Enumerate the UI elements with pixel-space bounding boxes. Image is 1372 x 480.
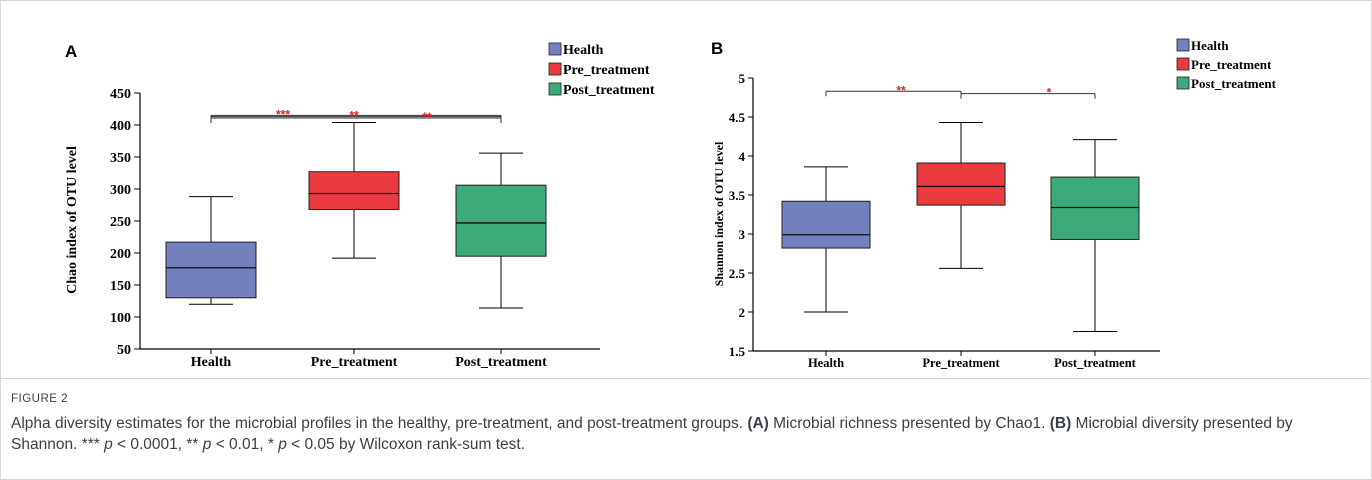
significance-stars: *: [1047, 86, 1052, 100]
legend-swatch: [1176, 57, 1190, 71]
caption-intro: Alpha diversity estimates for the microb…: [11, 415, 748, 432]
significance-stars: ***: [276, 107, 290, 121]
x-category-label: Pre_treatment: [922, 356, 1000, 370]
box-health: [165, 196, 257, 305]
y-tick-label: 4.5: [729, 110, 746, 125]
caption-threshold-3: < 0.05 by Wilcoxon rank-sum test.: [286, 436, 526, 453]
significance-stars: **: [422, 110, 432, 124]
x-category-label: Pre_treatment: [311, 355, 398, 370]
significance-bracket: **: [825, 83, 962, 97]
y-axis-label-a: Chao index of OTU level: [65, 146, 80, 294]
significance-stars: **: [349, 109, 359, 123]
y-tick-label: 300: [110, 183, 131, 198]
figure-label: FIGURE 2: [11, 393, 69, 405]
y-tick-label: 2.5: [729, 266, 746, 281]
iqr-box: [1050, 176, 1140, 240]
legend-swatch: [548, 42, 562, 56]
y-tick-label: 200: [110, 247, 131, 262]
caption-divider: [0, 378, 1370, 379]
significance-stars: **: [896, 83, 906, 97]
x-category-label: Post_treatment: [455, 355, 547, 370]
chart-panel-b: B Shannon index of OTU level 1.5 2 2.5 3 3.5…: [711, 38, 1277, 370]
caption-b-label: (B): [1049, 415, 1072, 432]
y-tick-label: 350: [110, 151, 131, 166]
legend-swatch: [1176, 38, 1190, 52]
box-pre-treatment: [916, 121, 1006, 269]
y-tick-label: 150: [110, 279, 131, 294]
box-pre-treatment: [308, 121, 400, 259]
legend-label: Health: [1191, 38, 1229, 53]
y-tick-label: 4: [739, 149, 746, 164]
x-category-label: Health: [191, 355, 232, 370]
iqr-box: [308, 171, 400, 210]
caption-threshold-2: < 0.01, *: [211, 436, 279, 453]
legend-label: Post_treatment: [1191, 76, 1277, 91]
legend-swatch: [1176, 76, 1190, 90]
y-tick-label: 100: [110, 311, 131, 326]
iqr-box: [455, 184, 547, 257]
box-post-treatment: [455, 152, 547, 309]
y-tick-label: 400: [110, 119, 131, 134]
y-axis-label-b: Shannon index of OTU level: [712, 141, 726, 286]
caption-p-symbol: p: [202, 436, 212, 453]
chart-panel-a: A Chao index of OTU level 50 100 150 200 250…: [65, 42, 655, 370]
legend-label: Pre_treatment: [563, 63, 650, 78]
caption-p-symbol: p: [278, 436, 287, 453]
caption-p-symbol: p: [104, 436, 113, 453]
iqr-box: [165, 241, 257, 299]
box-health: [781, 166, 871, 313]
legend-label: Post_treatment: [563, 83, 655, 98]
legend-swatch: [548, 82, 562, 96]
y-tick-label: 250: [110, 215, 131, 230]
legend-label: Pre_treatment: [1191, 57, 1272, 72]
significance-bracket: **: [210, 110, 502, 124]
y-tick-label: 2: [739, 305, 746, 320]
y-tick-label: 1.5: [729, 344, 746, 359]
box-post-treatment: [1050, 139, 1140, 332]
figure-caption: Alpha diversity estimates for the microb…: [11, 413, 1363, 455]
iqr-box: [916, 162, 1006, 206]
significance-bracket: *: [960, 86, 1096, 100]
panel-letter-b: B: [711, 39, 723, 58]
y-tick-label: 450: [110, 87, 131, 102]
caption-threshold-1: < 0.0001, **: [112, 436, 203, 453]
legend-label: Health: [563, 43, 604, 58]
y-tick-label: 3: [739, 227, 746, 242]
figure-svg: A Chao index of OTU level 50 100 150 200 250…: [65, 38, 1277, 370]
y-tick-label: 50: [117, 343, 131, 358]
caption-a-label: (A): [747, 415, 769, 432]
legend-swatch: [548, 62, 562, 76]
caption-b-text: Microbial diversity presented by Shannon…: [11, 415, 1293, 453]
x-category-label: Post_treatment: [1054, 356, 1137, 370]
y-tick-label: 5: [739, 71, 746, 86]
caption-a-text: Microbial richness presented by Chao1.: [768, 415, 1050, 432]
panel-letter-a: A: [65, 42, 77, 61]
iqr-box: [781, 200, 871, 249]
x-category-label: Health: [808, 356, 844, 370]
y-tick-label: 3.5: [729, 188, 746, 203]
